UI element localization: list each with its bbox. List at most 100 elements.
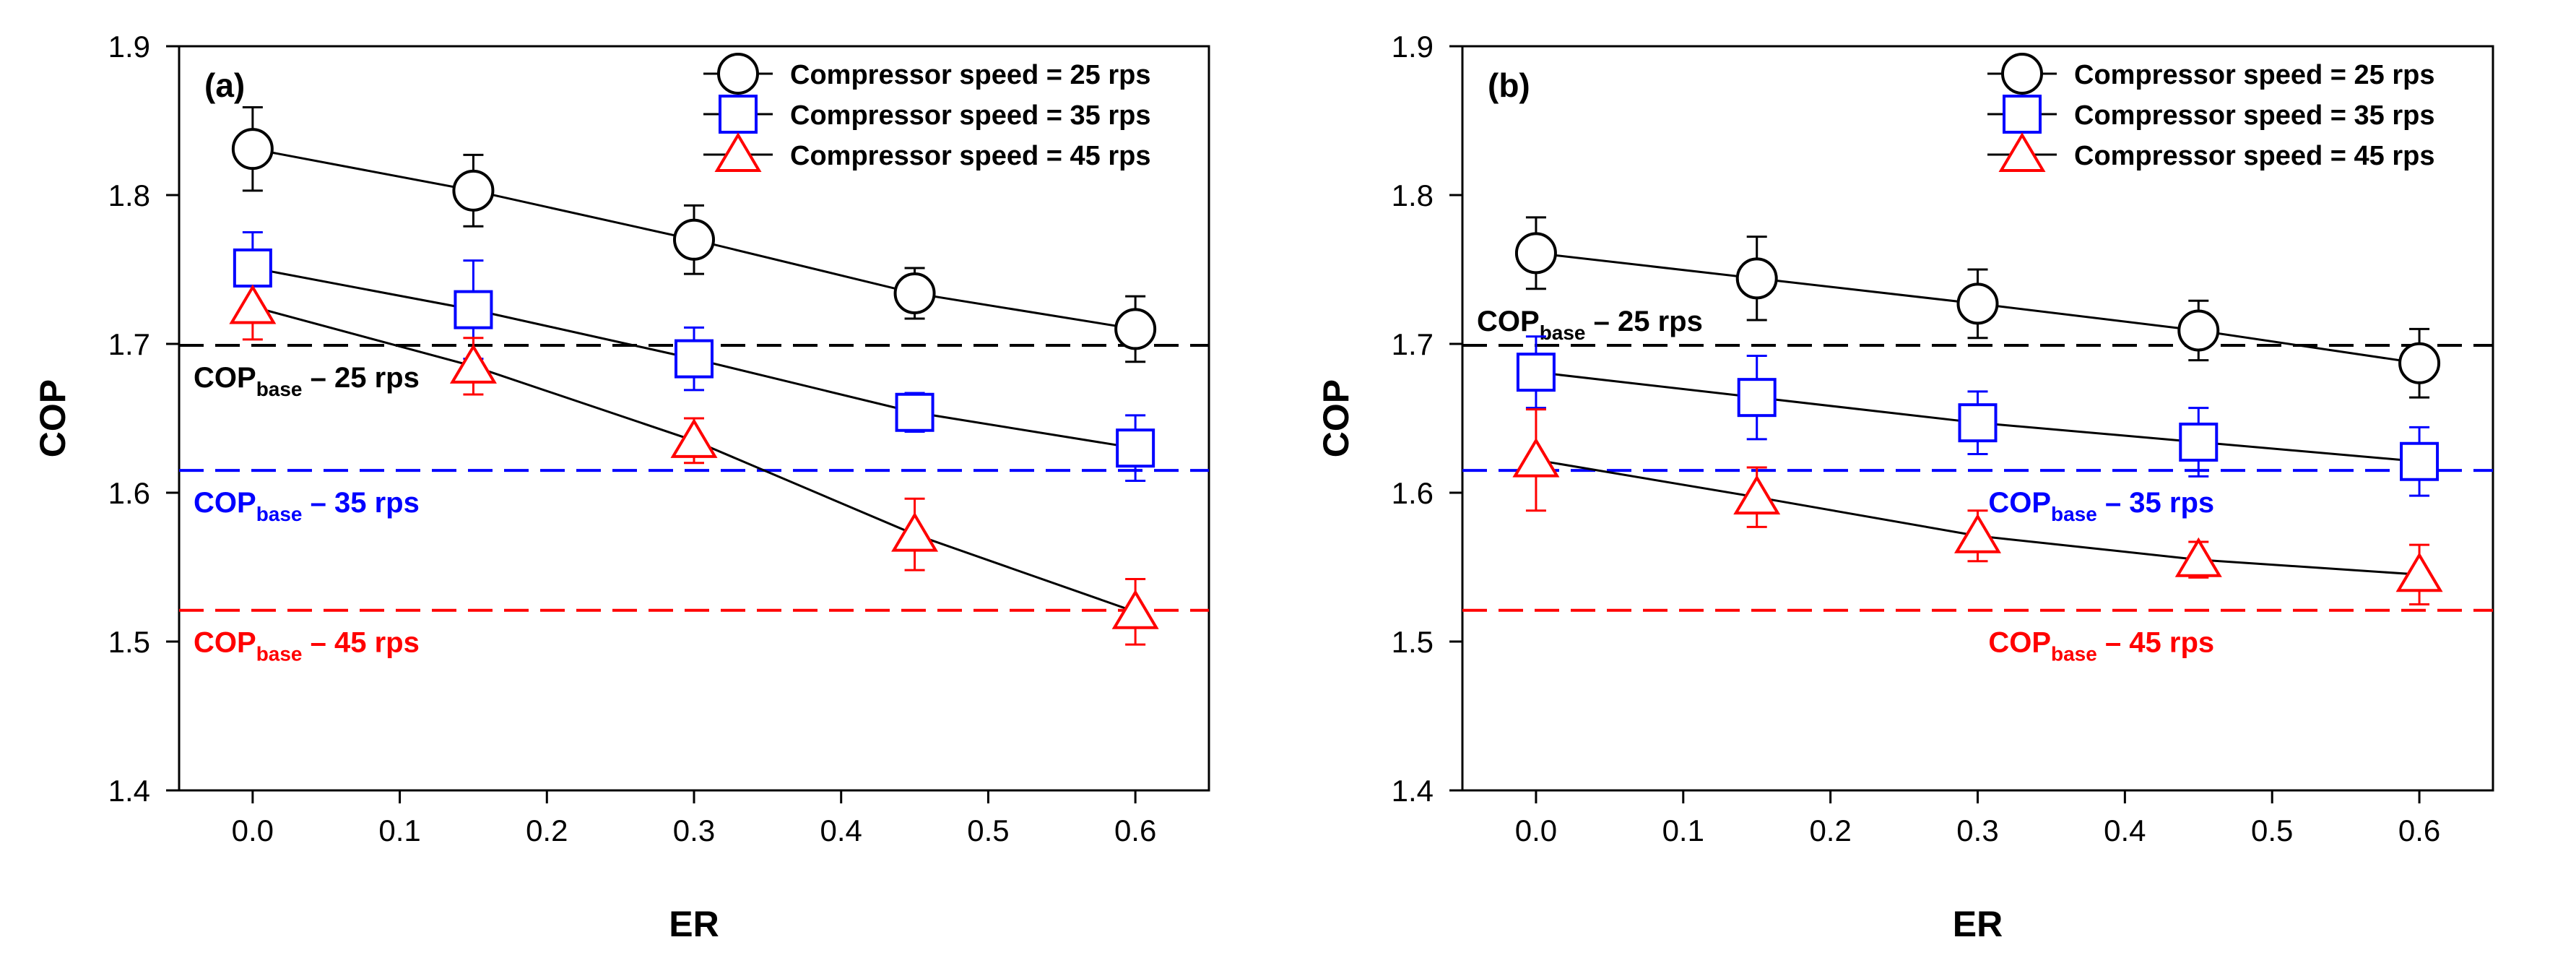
panel-label: (a) — [204, 66, 245, 104]
x-tick-label: 0.1 — [1662, 814, 1704, 847]
x-tick-label: 0.1 — [378, 814, 420, 847]
legend-marker — [2003, 95, 2042, 134]
baseline-label-main: COP — [1477, 306, 1540, 337]
data-point-circle — [1514, 232, 1557, 275]
baseline-label: COPbase – 25 rps — [194, 362, 420, 400]
data-point-triangle — [2174, 537, 2222, 577]
data-point-triangle — [1733, 475, 1781, 515]
baseline-label-sub: base — [256, 503, 303, 525]
y-tick-label: 1.7 — [1392, 327, 1434, 361]
baseline-label-main: COP — [194, 627, 256, 659]
legend-marker — [1998, 132, 2046, 172]
x-tick-label: 0.0 — [232, 814, 274, 847]
baseline-label-rest: – 35 rps — [2097, 487, 2214, 519]
y-tick-label: 1.5 — [1392, 625, 1434, 659]
data-point-square — [1958, 403, 1998, 443]
baseline-label-sub: base — [256, 643, 303, 665]
baseline-label-rest: – 35 rps — [303, 487, 420, 519]
baseline-label-sub: base — [1540, 322, 1586, 344]
x-tick-label: 0.5 — [967, 814, 1009, 847]
y-tick-label: 1.9 — [1392, 30, 1434, 64]
baseline-label: COPbase – 35 rps — [1988, 487, 2214, 525]
legend-label: Compressor speed = 25 rps — [790, 60, 1151, 90]
y-axis-title: COP — [1316, 379, 1356, 457]
baseline-label-main: COP — [1988, 487, 2051, 519]
data-point-triangle — [891, 512, 939, 552]
panel-b: 0.0 0.1 0.2 0.3 0.4 0.5 0.6 1.4 1.5 1.6 1.7 1.8 1.9 E… — [1316, 30, 2494, 944]
data-point-square — [454, 290, 493, 329]
baseline-label-main: COP — [194, 362, 256, 394]
baseline-label-sub: base — [2051, 643, 2097, 665]
data-point-circle — [1735, 257, 1778, 300]
data-point-circle — [2398, 342, 2441, 384]
x-axis-title: ER — [1953, 904, 2003, 944]
baseline-label: COPbase – 25 rps — [1477, 306, 1703, 344]
legend-label: Compressor speed = 45 rps — [790, 141, 1151, 171]
x-tick-label: 0.0 — [1515, 814, 1557, 847]
x-tick-label: 0.4 — [820, 814, 862, 847]
baseline-label-sub: base — [256, 378, 303, 400]
legend-label: Compressor speed = 25 rps — [2074, 60, 2435, 90]
data-point-circle — [673, 218, 715, 261]
x-axis-title: ER — [669, 904, 719, 944]
baseline-label-rest: – 25 rps — [1586, 306, 1703, 337]
data-point-triangle — [229, 284, 277, 324]
x-tick-label: 0.6 — [2398, 814, 2440, 847]
y-tick-label: 1.5 — [108, 625, 150, 659]
data-point-triangle — [670, 418, 718, 458]
data-point-square — [233, 248, 272, 288]
legend-marker — [714, 132, 762, 172]
data-point-triangle — [1953, 513, 2002, 553]
x-tick-label: 0.2 — [1809, 814, 1851, 847]
data-point-square — [1516, 353, 1556, 392]
baseline-label: COPbase – 45 rps — [194, 627, 420, 665]
data-point-square — [1737, 378, 1777, 418]
y-axis-title: COP — [32, 379, 73, 457]
baseline-label-rest: – 45 rps — [2097, 627, 2214, 659]
legend-marker — [719, 95, 758, 134]
data-point-circle — [1956, 282, 1999, 325]
data-point-circle — [2177, 309, 2220, 352]
x-tick-label: 0.6 — [1114, 814, 1156, 847]
legend-marker — [2001, 53, 2043, 95]
x-tick-label: 0.3 — [673, 814, 715, 847]
baseline-label-rest: – 45 rps — [303, 627, 420, 659]
x-tick-label: 0.4 — [2104, 814, 2146, 847]
data-point-triangle — [449, 343, 497, 384]
y-tick-label: 1.7 — [108, 327, 150, 361]
y-tick-label: 1.6 — [1392, 476, 1434, 510]
data-point-triangle — [1512, 437, 1560, 478]
legend-label: Compressor speed = 45 rps — [2074, 141, 2435, 171]
x-tick-label: 0.2 — [526, 814, 568, 847]
data-point-square — [1116, 428, 1155, 468]
data-point-circle — [1114, 308, 1157, 350]
data-point-circle — [452, 169, 495, 212]
y-tick-label: 1.4 — [108, 774, 150, 808]
baseline-label-rest: – 25 rps — [303, 362, 420, 394]
y-tick-label: 1.9 — [108, 30, 150, 64]
baseline-label-sub: base — [2051, 503, 2097, 525]
legend-label: Compressor speed = 35 rps — [790, 100, 1151, 131]
data-point-square — [2400, 441, 2440, 481]
data-point-circle — [893, 272, 936, 314]
baseline-label-main: COP — [1988, 627, 2051, 659]
data-point-circle — [231, 128, 274, 171]
baseline-label-main: COP — [194, 487, 256, 519]
y-tick-label: 1.8 — [108, 178, 150, 212]
panel-label: (b) — [1488, 66, 1530, 104]
y-tick-label: 1.4 — [1392, 774, 1434, 808]
data-point-square — [2179, 422, 2219, 462]
data-point-square — [895, 392, 934, 432]
y-tick-label: 1.6 — [108, 476, 150, 510]
panel-a: 0.0 0.1 0.2 0.3 0.4 0.5 0.6 1.4 1.5 1.6 1.7 1.8 1.9 E… — [32, 30, 1210, 944]
legend-marker — [717, 53, 759, 95]
y-tick-label: 1.8 — [1392, 178, 1434, 212]
data-point-square — [675, 339, 714, 379]
baseline-label: COPbase – 45 rps — [1988, 627, 2214, 665]
x-tick-label: 0.3 — [1956, 814, 1998, 847]
data-point-triangle — [2395, 552, 2443, 592]
legend-label: Compressor speed = 35 rps — [2074, 100, 2435, 131]
data-point-triangle — [1111, 589, 1159, 629]
baseline-label: COPbase – 35 rps — [194, 487, 420, 525]
